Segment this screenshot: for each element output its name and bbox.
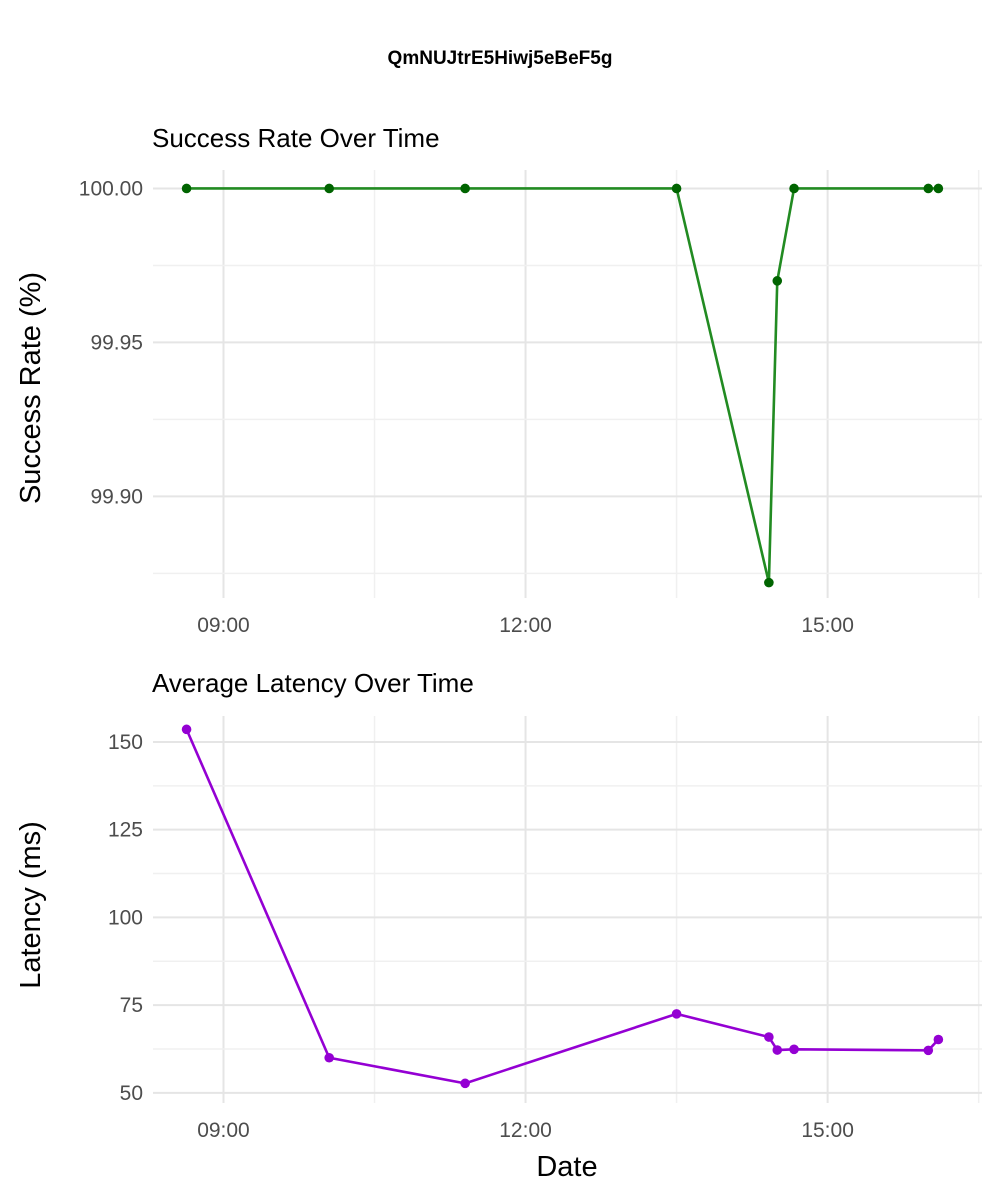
success-rate-data-point [324,183,335,194]
latency-panel-title: Average Latency Over Time [152,668,474,698]
latency-data-point [181,724,192,735]
success-rate-y-axis-title: Success Rate (%) [15,272,47,504]
x-tick-label: 15:00 [801,614,854,637]
success-rate-data-point [772,276,783,286]
latency-data-point [789,1044,799,1055]
y-tick-label: 75 [120,994,143,1017]
latency-ticks: 50 75 100 125 150 09:00 12:00 15:00 [108,731,854,1142]
success-rate-data-point [764,577,774,588]
latency-grid [153,716,982,1103]
y-tick-label: 100.00 [79,177,143,200]
y-tick-label: 150 [108,731,143,754]
y-tick-label: 125 [108,819,143,842]
success-rate-data-point [671,183,682,194]
latency-data-point [324,1052,335,1063]
latency-data-point [764,1032,774,1042]
x-tick-label: 09:00 [197,614,250,637]
x-tick-label: 15:00 [801,1119,854,1142]
success-rate-panel: Success Rate Over Time Success Rate (%) … [15,123,982,637]
latency-y-axis-title: Latency (ms) [15,821,47,989]
success-rate-grid [153,170,982,598]
success-rate-data-point [933,183,944,194]
y-tick-label: 50 [120,1082,143,1105]
success-rate-data-point [923,183,934,194]
success-rate-data-point [789,183,799,194]
x-tick-label: 09:00 [197,1119,250,1142]
latency-panel: Average Latency Over Time Latency (ms) D… [15,668,982,1183]
y-tick-label: 100 [108,906,143,929]
y-tick-label: 99.95 [90,331,143,354]
success-rate-panel-title: Success Rate Over Time [152,123,440,153]
y-tick-label: 99.90 [90,485,143,508]
latency-data-point [933,1034,944,1045]
figure-title: QmNUJtrE5Hiwj5eBeF5g [388,48,613,69]
success-rate-ticks: 99.90 99.95 100.00 09:00 12:00 15:00 [79,177,854,637]
latency-x-axis-title: Date [536,1151,597,1183]
success-rate-series-line [186,187,939,584]
latency-data-point [772,1045,783,1055]
x-tick-label: 12:00 [499,1119,552,1142]
success-rate-data-point [460,183,470,194]
latency-marks [181,724,944,1089]
latency-series-line [185,728,940,1085]
latency-data-point [923,1045,934,1056]
latency-data-point [671,1009,682,1019]
x-tick-label: 12:00 [499,614,552,637]
latency-data-point [460,1078,470,1089]
success-rate-data-point [181,183,192,194]
success-rate-marks [181,183,944,588]
